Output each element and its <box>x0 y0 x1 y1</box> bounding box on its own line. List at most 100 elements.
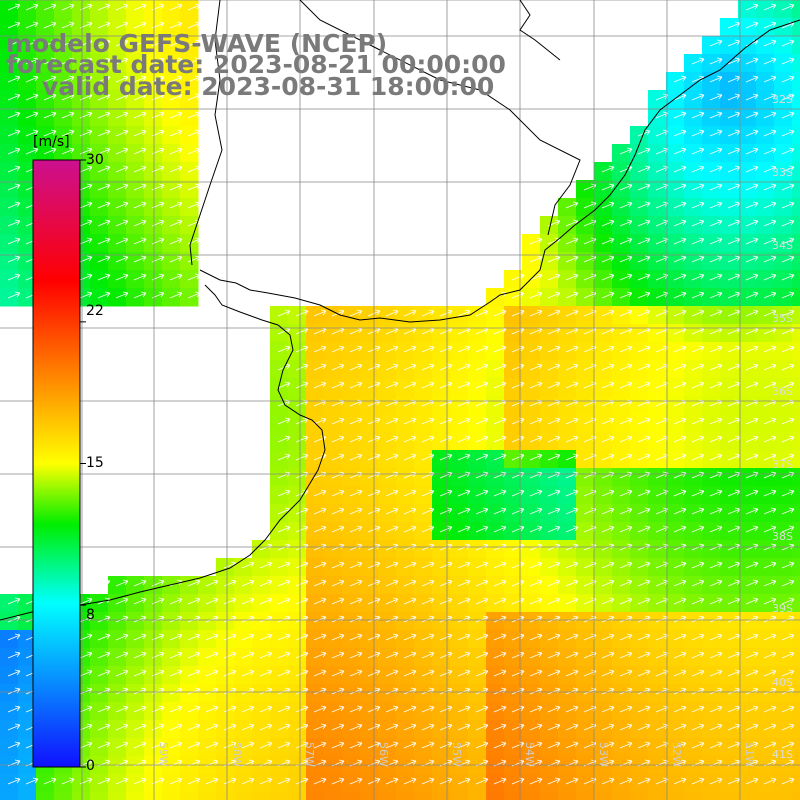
wind-vector <box>349 489 363 497</box>
wind-vector <box>61 21 75 29</box>
wind-cell <box>792 342 800 361</box>
wind-vector <box>691 345 705 353</box>
wind-vector <box>403 651 417 659</box>
wind-vector <box>691 201 705 209</box>
wind-vector <box>619 489 633 497</box>
wind-cell <box>756 792 775 800</box>
wind-vector <box>781 165 795 173</box>
wind-vector <box>745 561 759 569</box>
wind-vector <box>187 21 201 29</box>
wind-cell <box>450 792 469 800</box>
wind-vector <box>727 255 741 263</box>
wind-vector <box>619 597 633 605</box>
wind-vector <box>673 435 687 443</box>
wind-vector <box>529 363 543 371</box>
wind-vector <box>547 363 561 371</box>
wind-vector <box>331 453 345 461</box>
wind-vector <box>421 741 435 749</box>
wind-vector <box>295 723 309 731</box>
wind-vector <box>529 489 543 497</box>
wind-vector <box>727 561 741 569</box>
wind-vector <box>763 417 777 425</box>
wind-vector <box>547 273 561 281</box>
wind-vector <box>781 705 795 713</box>
wind-cell <box>630 792 649 800</box>
wind-vector <box>169 237 183 245</box>
wind-vector <box>691 93 705 101</box>
wind-vector <box>601 165 615 173</box>
wind-vector <box>619 147 633 155</box>
wind-cell <box>792 738 800 757</box>
wind-vector <box>691 453 705 461</box>
wind-vector <box>781 111 795 119</box>
wind-vector <box>7 21 21 29</box>
wind-cell <box>792 396 800 415</box>
wind-vector <box>727 111 741 119</box>
wind-vector <box>673 237 687 245</box>
wind-vector <box>727 273 741 281</box>
wind-vector <box>763 3 777 11</box>
wind-vector <box>727 39 741 47</box>
wind-vector <box>43 129 57 137</box>
wind-vector <box>673 129 687 137</box>
wind-vector <box>475 597 489 605</box>
wind-vector <box>763 201 777 209</box>
wind-vector <box>637 525 651 533</box>
wind-vector <box>727 93 741 101</box>
wind-vector <box>547 291 561 299</box>
wind-cell <box>792 306 800 325</box>
wind-cell <box>792 144 800 163</box>
wind-vector <box>385 633 399 641</box>
wind-vector <box>133 723 147 731</box>
wind-vector <box>781 417 795 425</box>
wind-vector <box>241 633 255 641</box>
wind-vector <box>169 201 183 209</box>
wind-vector <box>781 525 795 533</box>
wind-vector <box>601 183 615 191</box>
wind-vector <box>475 489 489 497</box>
wind-vector <box>313 651 327 659</box>
wind-vector <box>565 345 579 353</box>
wind-vector <box>349 651 363 659</box>
wind-vector <box>403 435 417 443</box>
wind-vector <box>637 381 651 389</box>
wind-vector <box>619 561 633 569</box>
wind-vector <box>223 723 237 731</box>
wind-vector <box>295 777 309 785</box>
wind-vector <box>493 705 507 713</box>
wind-vector <box>421 507 435 515</box>
wind-vector <box>187 669 201 677</box>
wind-vector <box>115 723 129 731</box>
wind-vector <box>7 183 21 191</box>
wind-vector <box>673 219 687 227</box>
wind-cell <box>792 234 800 253</box>
wind-vector <box>295 363 309 371</box>
wind-vector <box>601 507 615 515</box>
wind-vector <box>529 417 543 425</box>
wind-vector <box>331 435 345 443</box>
wind-vector <box>673 417 687 425</box>
wind-vector <box>43 57 57 65</box>
wind-vector <box>547 723 561 731</box>
wind-vector <box>709 651 723 659</box>
wind-vector <box>439 561 453 569</box>
wind-vector <box>349 507 363 515</box>
wind-vector <box>133 597 147 605</box>
wind-vector <box>421 525 435 533</box>
colorbar-unit-label: [m/s] <box>33 134 70 150</box>
wind-vector <box>331 741 345 749</box>
wind-vector <box>637 219 651 227</box>
wind-vector <box>727 705 741 713</box>
wind-vector <box>709 417 723 425</box>
wind-vector <box>547 597 561 605</box>
latitude-label: 34S <box>772 239 793 252</box>
wind-vector <box>385 489 399 497</box>
wind-vector <box>25 111 39 119</box>
wind-vector <box>187 201 201 209</box>
wind-cell <box>522 792 541 800</box>
wind-vector <box>637 147 651 155</box>
wind-vector <box>781 129 795 137</box>
wind-vector <box>241 669 255 677</box>
wind-vector <box>277 435 291 443</box>
wind-vector <box>421 669 435 677</box>
